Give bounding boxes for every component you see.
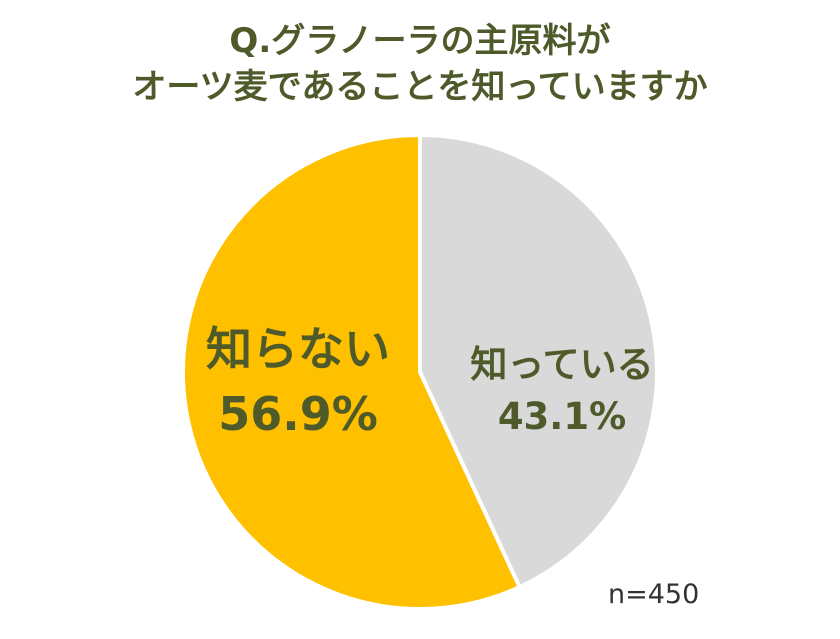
slice-label-unknown: 知らない <box>206 322 390 376</box>
sample-size-label: n=450 <box>608 579 699 610</box>
pie-slices <box>181 133 659 611</box>
slice-value-unknown: 56.9% <box>218 387 378 441</box>
slice-value-known: 43.1% <box>498 395 626 438</box>
chart-title-line-2: オーツ麦であることを知っていますか <box>132 67 707 107</box>
pie-slice-1 <box>181 133 522 611</box>
slice-label-known: 知っている <box>470 343 653 386</box>
pie-slice-0 <box>418 133 659 590</box>
chart-title-line-1: Q.グラノーラの主原料が <box>229 21 610 61</box>
